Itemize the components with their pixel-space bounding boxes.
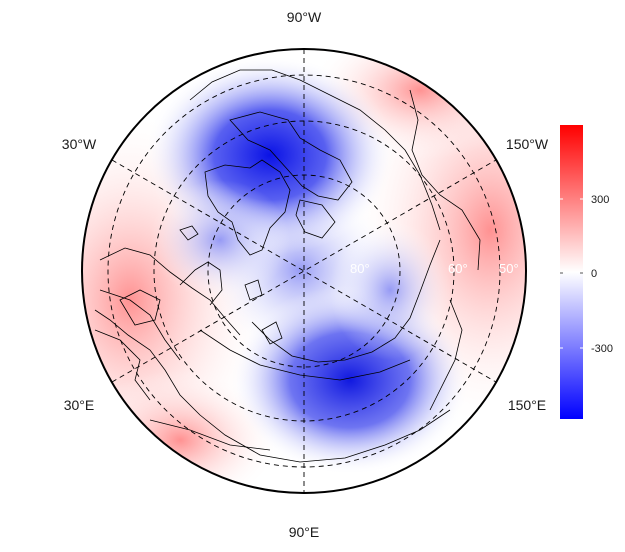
map-border	[81, 48, 527, 494]
lon-label-90e: 90°E	[289, 524, 320, 540]
colorbar-tick-neg300: -300	[591, 343, 613, 355]
lat-label-60: 60°	[448, 261, 468, 276]
colorbar-tick-0: 0	[591, 268, 597, 280]
lat-label-50: 50°	[499, 261, 519, 276]
colorbar: 300 0 -300	[560, 125, 613, 419]
lon-label-150e: 150°E	[508, 397, 546, 413]
coastlines	[94, 69, 481, 463]
colorbar-tick-300: 300	[591, 194, 609, 206]
lon-label-30e: 30°E	[64, 397, 95, 413]
colorbar-gradient	[560, 125, 583, 419]
graticule	[107, 49, 501, 493]
lon-label-150w: 150°W	[506, 136, 549, 152]
anomaly-field	[82, 49, 526, 493]
lat-label-80: 80°	[350, 261, 370, 276]
lon-label-90w: 90°W	[287, 9, 322, 25]
lon-label-30w: 30°W	[62, 136, 97, 152]
